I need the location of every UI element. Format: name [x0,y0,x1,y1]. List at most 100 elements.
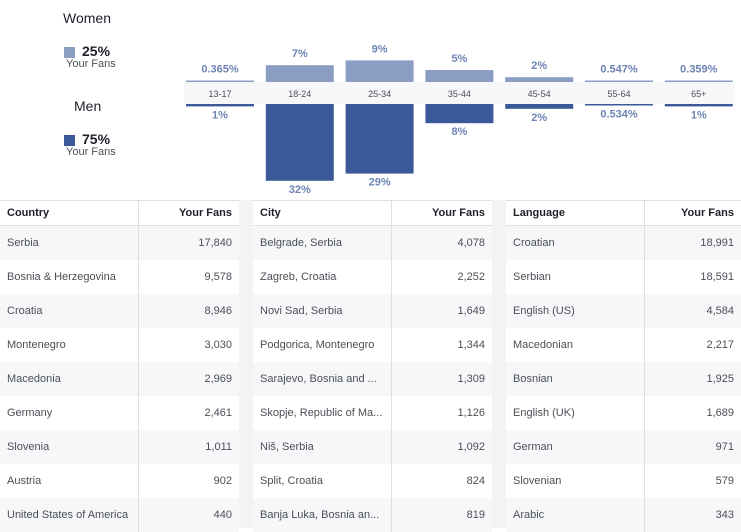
country-fans-header[interactable]: Your Fans [138,200,239,226]
women-percent: 25% [82,43,111,59]
row-name-cell: Zagreb, Croatia [253,260,392,294]
row-name-cell: Sarajevo, Bosnia and ... [253,362,392,396]
table-row: Croatian 18,991 [506,225,741,260]
row-name-cell: Skopje, Republic of Ma... [253,396,392,430]
women-bar-label: 2% [531,60,547,72]
language-header[interactable]: Language [506,200,645,226]
women-bar-label: 0.359% [680,64,718,76]
age-axis-band [184,82,735,104]
table-row: Zagreb, Croatia 2,252 [253,260,492,294]
row-name-cell: Bosnia & Herzegovina [0,260,139,294]
row-fans-cell: 971 [644,430,741,464]
table-row: Croatia 8,946 [0,294,239,328]
women-bar-label: 0.365% [201,64,239,76]
men-bar-label: 1% [212,109,228,121]
age-tick-label: 18-24 [288,89,311,99]
row-fans-cell: 1,344 [457,339,485,351]
row-name-cell: Croatia [0,294,139,328]
women-bar [265,65,334,82]
table-row: Slovenia 1,011 [0,430,239,464]
row-fans-cell: 2,461 [204,407,232,419]
men-bar-label: 32% [289,184,311,196]
men-bar [664,104,733,107]
age-tick-label: 45-54 [528,89,551,99]
city-header[interactable]: City [253,200,392,226]
men-swatch [64,135,75,146]
row-fans-cell: 9,578 [204,271,232,283]
table-separator [492,200,506,528]
table-row: Austria 902 [0,464,239,498]
row-name-cell: Slovenia [0,430,139,464]
table-row: Podgorica, Montenegro 1,344 [253,328,492,362]
women-bar [425,70,494,82]
row-name-cell: Croatian [506,225,645,260]
men-percent: 75% [82,131,111,147]
row-fans-cell: 17,840 [138,225,239,260]
row-fans-cell: 1,126 [457,407,485,419]
women-swatch [64,47,75,58]
row-fans-cell: 18,591 [700,271,734,283]
table-row: Montenegro 3,030 [0,328,239,362]
row-name-cell: Split, Croatia [253,464,392,498]
row-fans-cell: 2,217 [706,339,734,351]
row-fans-cell: 579 [715,475,734,487]
table-row: Bosnia & Herzegovina 9,578 [0,260,239,294]
table-row: English (US) 4,584 [506,294,741,328]
men-legend-title: Men [74,98,102,114]
language-table: Language Your Fans Croatian 18,991 Serbian… [506,200,741,532]
men-bar-label: 1% [691,109,707,121]
row-name-cell: Banja Luka, Bosnia an... [253,498,392,532]
men-bar [425,104,494,124]
table-row: Bosnian 1,925 [506,362,741,396]
women-bar-label: 9% [372,43,388,55]
men-bar-label: 0.534% [600,109,638,121]
country-header[interactable]: Country [0,200,139,226]
table-row: Skopje, Republic of Ma... 1,126 [253,396,492,430]
women-bar [345,60,414,82]
city-fans-header[interactable]: Your Fans [391,200,492,226]
women-bar [505,77,574,82]
women-sub: Your Fans [66,58,116,70]
country-table: Country Your Fans Serbia 17,840 Bosnia & H… [0,200,239,532]
row-fans-cell: 3,030 [204,339,232,351]
table-row: Arabic 343 [506,498,741,532]
men-sub: Your Fans [66,146,116,158]
row-fans-cell: 902 [213,475,232,487]
women-bar-label: 0.547% [600,64,638,76]
row-fans-cell: 1,925 [644,362,741,396]
table-row: German 971 [506,430,741,464]
table-row: Serbia 17,840 [0,225,239,260]
table-row: United States of America 440 [0,498,239,532]
row-fans-cell: 1,011 [138,430,239,464]
row-fans-cell: 4,584 [644,294,741,328]
women-legend-title: Women [63,10,111,26]
table-row: English (UK) 1,689 [506,396,741,430]
row-fans-cell: 2,252 [457,271,485,283]
age-tick-label: 35-44 [448,89,471,99]
table-row: Belgrade, Serbia 4,078 [253,225,492,260]
men-bar-label: 2% [531,112,547,124]
men-bar [505,104,574,109]
men-bar [345,104,414,174]
row-fans-cell: 18,991 [644,225,741,260]
row-name-cell: English (UK) [506,396,645,430]
table-row: Split, Croatia 824 [253,464,492,498]
row-name-cell: Serbian [506,260,645,294]
women-bar [664,80,733,82]
row-name-cell: English (US) [506,294,645,328]
row-name-cell: Novi Sad, Serbia [253,294,392,328]
table-row: Banja Luka, Bosnia an... 819 [253,498,492,532]
age-tick-label: 13-17 [208,89,231,99]
row-name-cell: Austria [0,464,139,498]
row-fans-cell: 4,078 [391,225,492,260]
men-bar [186,104,254,107]
row-fans-cell: 2,969 [138,362,239,396]
city-table: City Your Fans Belgrade, Serbia 4,078 Zagr… [253,200,492,532]
table-row: Serbian 18,591 [506,260,741,294]
row-name-cell: Germany [0,396,139,430]
women-bar-label: 5% [451,53,467,65]
row-name-cell: Belgrade, Serbia [253,225,392,260]
language-fans-header[interactable]: Your Fans [644,200,741,226]
row-fans-cell: 440 [138,498,239,532]
men-bar [265,104,334,181]
